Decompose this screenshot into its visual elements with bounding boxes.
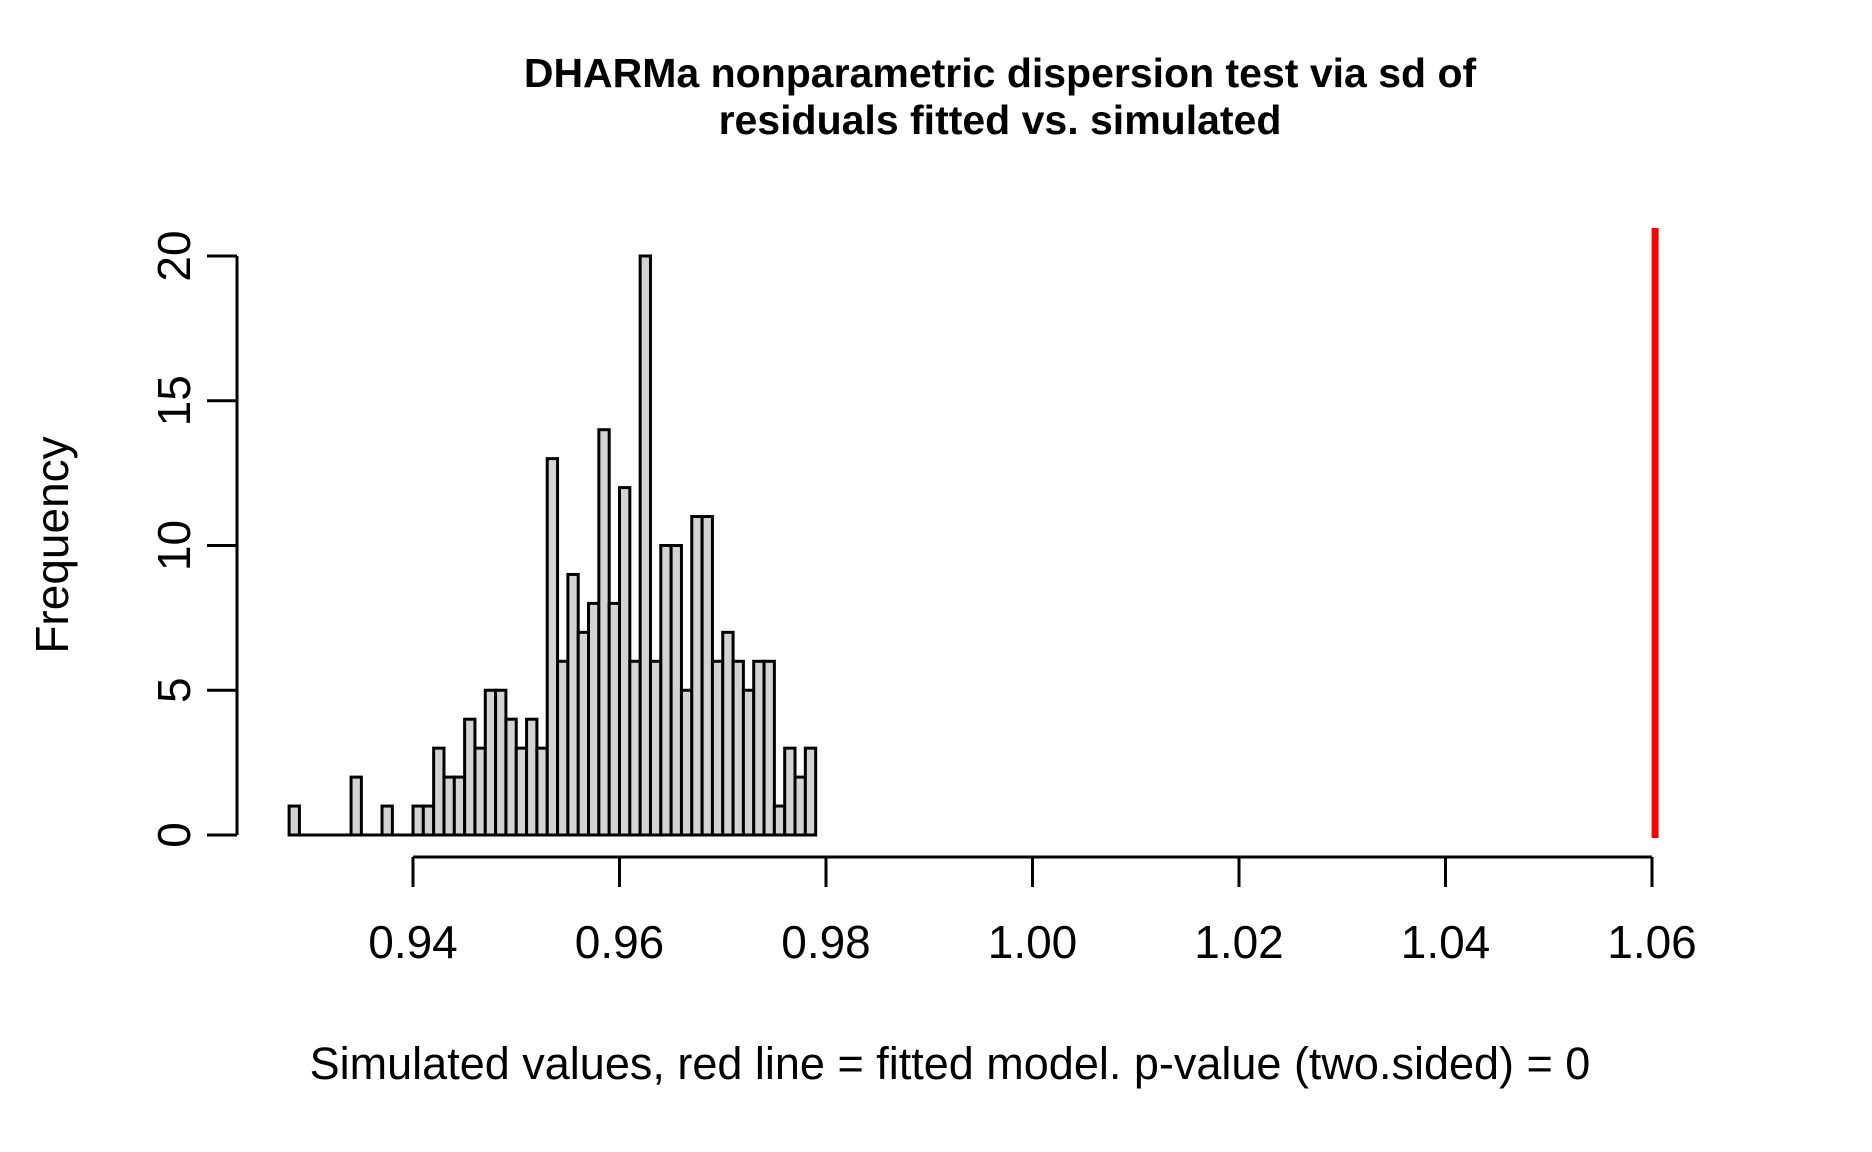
y-tick-label: 5 xyxy=(148,677,200,703)
histogram-bar xyxy=(731,659,745,837)
plot-title-line2: residuals fitted vs. simulated xyxy=(718,97,1282,143)
x-tick-label: 1.04 xyxy=(1401,916,1491,968)
histogram-bar xyxy=(494,688,508,837)
histogram-bar xyxy=(452,775,467,837)
histogram-bar xyxy=(669,544,683,837)
histogram-bar xyxy=(638,254,652,837)
y-tick-label: 0 xyxy=(148,822,200,848)
histogram-bar xyxy=(597,428,611,837)
x-tick-label: 0.94 xyxy=(368,916,458,968)
histogram-bar xyxy=(411,804,425,837)
histogram-bar xyxy=(349,775,363,837)
histogram-bar xyxy=(556,659,570,837)
plot-title-line1: DHARMa nonparametric dispersion test via… xyxy=(523,50,1477,96)
x-tick-label: 1.02 xyxy=(1194,916,1284,968)
histogram-bar xyxy=(287,804,301,837)
histogram-bar xyxy=(535,746,549,837)
plot-title: DHARMa nonparametric dispersion test via… xyxy=(130,50,1870,144)
histogram-bar xyxy=(741,688,756,837)
histogram-bar xyxy=(772,804,787,837)
x-tick-label: 1.00 xyxy=(988,916,1078,968)
histogram-bar xyxy=(793,775,807,837)
histogram-bar xyxy=(618,486,632,837)
histogram-bar xyxy=(659,544,673,837)
histogram-bar xyxy=(700,515,714,837)
histogram-bar xyxy=(525,717,539,837)
histogram-bar xyxy=(504,717,518,837)
y-tick-label: 15 xyxy=(148,375,200,426)
histogram-bar xyxy=(803,746,818,837)
histogram-bar xyxy=(721,630,735,837)
histogram-bar xyxy=(783,746,797,837)
x-tick-label: 1.06 xyxy=(1607,916,1697,968)
histogram-bar xyxy=(710,659,725,837)
histogram-bar xyxy=(648,659,663,837)
histogram-bar xyxy=(576,630,591,837)
y-tick-label: 20 xyxy=(148,230,200,281)
histogram-bar xyxy=(463,717,477,837)
histogram-bar xyxy=(421,804,436,837)
histogram-bar xyxy=(514,746,529,837)
histogram-bar xyxy=(628,659,642,837)
histogram-bar xyxy=(380,804,394,837)
histogram-bar xyxy=(566,572,580,837)
histogram-bar xyxy=(483,688,498,837)
histogram-bar xyxy=(545,457,560,837)
histogram-bar xyxy=(607,601,621,837)
histogram-bar xyxy=(762,659,776,837)
histogram-bar xyxy=(587,601,601,837)
histogram-bar xyxy=(432,746,446,837)
x-axis-label: Simulated values, red line = fitted mode… xyxy=(309,1038,1591,1089)
histogram-bar xyxy=(679,688,694,837)
histogram-bar xyxy=(752,659,766,837)
histogram-bar xyxy=(690,515,704,837)
y-tick-label: 10 xyxy=(148,520,200,571)
x-tick-label: 0.98 xyxy=(781,916,871,968)
histogram-bar xyxy=(473,746,487,837)
histogram-bar xyxy=(442,775,456,837)
x-tick-label: 0.96 xyxy=(575,916,665,968)
